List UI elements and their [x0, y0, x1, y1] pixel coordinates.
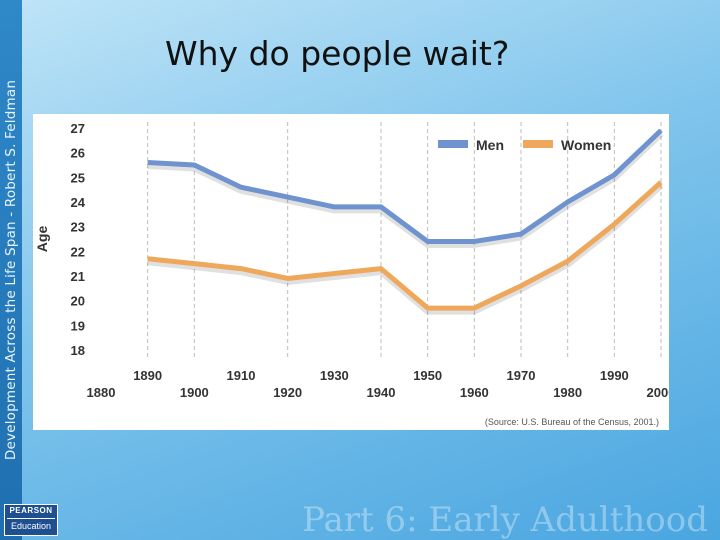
- logo-bottom-text: Education: [10, 521, 52, 531]
- y-tick-label-27: 27: [71, 121, 85, 136]
- y-axis-label: Age: [34, 226, 50, 253]
- x-tick-label-1970: 1970: [507, 368, 536, 383]
- legend-label-women: Women: [561, 137, 611, 153]
- x-tick-label-1930: 1930: [320, 368, 349, 383]
- x-tick-label-1960: 1960: [460, 385, 489, 400]
- x-tick-label-1990: 1990: [600, 368, 629, 383]
- logo-divider: [7, 518, 55, 519]
- y-tick-label-18: 18: [71, 343, 85, 358]
- y-tick-label-21: 21: [71, 269, 85, 284]
- logo-top-text: PEARSON: [9, 506, 53, 515]
- pearson-logo: PEARSON Education: [4, 504, 58, 536]
- y-tick-label-22: 22: [71, 244, 85, 259]
- x-tick-label-1920: 1920: [273, 385, 302, 400]
- legend-label-men: Men: [476, 137, 504, 153]
- y-tick-label-25: 25: [71, 170, 85, 185]
- y-tick-label-26: 26: [71, 146, 85, 161]
- x-tick-label-1980: 1980: [553, 385, 582, 400]
- x-tick-label-1950: 1950: [413, 368, 442, 383]
- x-tick-label-1940: 1940: [367, 385, 396, 400]
- source-note: (Source: U.S. Bureau of the Census, 2001…: [485, 417, 659, 427]
- slide-title: Why do people wait?: [165, 34, 510, 73]
- x-tick-label-1880: 1880: [87, 385, 116, 400]
- x-tick-label-1890: 1890: [133, 368, 162, 383]
- y-tick-label-20: 20: [71, 294, 85, 309]
- x-tick-label-2000: 2000: [647, 385, 669, 400]
- y-tick-label-23: 23: [71, 220, 85, 235]
- y-tick-label-19: 19: [71, 318, 85, 333]
- footer-part-title: Part 6: Early Adulthood: [302, 500, 708, 540]
- x-tick-label-1900: 1900: [180, 385, 209, 400]
- x-tick-label-1910: 1910: [227, 368, 256, 383]
- legend-swatch-women: [523, 140, 553, 148]
- series-line-women: [147, 180, 663, 311]
- sidebar: Development Across the Life Span - Rober…: [0, 0, 22, 540]
- series-line-men: [147, 128, 663, 244]
- y-tick-label-24: 24: [71, 195, 86, 210]
- chart-panel: 18 19 20 21 22 23 24 25 26 27 Age 1890 1910 1930 1950 1…: [33, 114, 669, 430]
- sidebar-course-title: Development Across the Life Span - Rober…: [3, 79, 19, 461]
- legend-swatch-men: [438, 140, 468, 148]
